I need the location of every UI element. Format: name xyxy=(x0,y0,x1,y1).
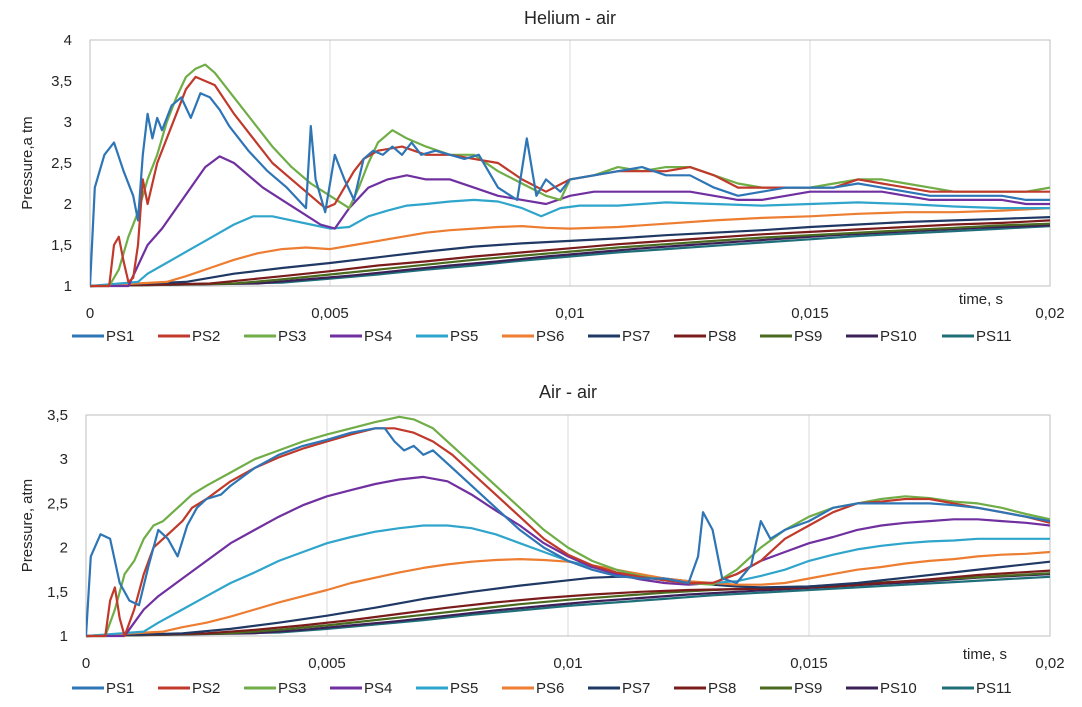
legend-label: PS7 xyxy=(622,680,650,697)
plot-frame xyxy=(89,39,1051,287)
legend-label: PS1 xyxy=(106,680,134,697)
x-tick-label: 0,015 xyxy=(790,655,828,672)
series-line-ps11 xyxy=(90,225,1050,288)
y-tick-label: 3,5 xyxy=(51,73,72,90)
legend-label: PS10 xyxy=(880,680,917,697)
legend-label: PS6 xyxy=(536,680,564,697)
y-tick-label: 3 xyxy=(60,451,68,468)
series-line-ps4 xyxy=(86,475,1050,638)
x-tick-label: 0,005 xyxy=(311,305,349,322)
legend-label: PS8 xyxy=(708,680,736,697)
legend-label: PS5 xyxy=(450,680,478,697)
y-tick-label: 1 xyxy=(60,628,68,645)
legend-label: PS9 xyxy=(794,680,822,697)
series-line-ps5 xyxy=(86,524,1050,638)
legend-label: PS4 xyxy=(364,328,392,345)
x-axis-label: time, s xyxy=(959,291,1003,308)
legend-label: PS8 xyxy=(708,328,736,345)
x-axis-label: time, s xyxy=(963,646,1007,663)
x-tick-label: 0 xyxy=(82,655,90,672)
y-tick-label: 3 xyxy=(64,114,72,131)
chart-panel-1: Helium - air 1 1,5 2 2,5 3 3,5 4 0 0,005 0,01 0,015… xyxy=(19,8,1065,345)
y-tick-label: 2,5 xyxy=(51,155,72,172)
x-tick-label: 0 xyxy=(86,305,94,322)
y-tick-label: 2 xyxy=(64,196,72,213)
legend-label: PS3 xyxy=(278,328,306,345)
legend-label: PS11 xyxy=(976,328,1012,345)
series-group xyxy=(86,415,1050,638)
y-tick-label: 2 xyxy=(60,540,68,557)
series-line-ps8 xyxy=(86,569,1050,638)
x-tick-label: 0,02 xyxy=(1035,305,1064,322)
legend-label: PS5 xyxy=(450,328,478,345)
legend-label: PS11 xyxy=(976,680,1012,697)
y-axis-label: Pressure,a tm xyxy=(19,116,36,209)
chart-title: Helium - air xyxy=(524,8,616,28)
series-line-ps1 xyxy=(86,427,1050,637)
legend-label: PS2 xyxy=(192,328,220,345)
series-line-ps6 xyxy=(90,207,1050,288)
legend-label: PS2 xyxy=(192,680,220,697)
chart-panel-2: Air - air 1 1,5 2 2,5 3 3,5 0 0,005 0,01 0,015 0,02… xyxy=(19,382,1065,697)
series-line-ps5 xyxy=(90,198,1050,288)
legend-label: PS4 xyxy=(364,680,392,697)
y-tick-label: 1,5 xyxy=(51,237,72,254)
series-line-ps7 xyxy=(90,216,1050,288)
legend-label: PS10 xyxy=(880,328,917,345)
y-tick-label: 4 xyxy=(64,32,72,49)
legend-label: PS6 xyxy=(536,328,564,345)
series-line-ps11 xyxy=(86,575,1050,638)
y-tick-label: 1,5 xyxy=(47,584,68,601)
y-tick-label: 1 xyxy=(64,278,72,295)
legend-label: PS9 xyxy=(794,328,822,345)
legend: PS1 PS2 PS3 PS4 PS5 PS6 PS7 PS8 PS9 PS10 PS11 xyxy=(72,328,1012,345)
series-line-ps1 xyxy=(90,92,1050,287)
legend-label: PS7 xyxy=(622,328,650,345)
x-tick-label: 0,02 xyxy=(1035,655,1064,672)
series-line-ps10 xyxy=(90,224,1050,288)
y-tick-label: 2,5 xyxy=(47,495,68,512)
chart-title: Air - air xyxy=(539,382,597,402)
y-tick-label: 3,5 xyxy=(47,407,68,424)
series-line-ps9 xyxy=(90,222,1050,288)
legend-label: PS3 xyxy=(278,680,306,697)
series-line-ps4 xyxy=(90,155,1050,288)
series-group xyxy=(90,63,1050,288)
y-axis-label: Pressure, atm xyxy=(19,479,36,572)
x-tick-label: 0,015 xyxy=(791,305,829,322)
x-tick-label: 0,01 xyxy=(553,655,582,672)
legend: PS1 PS2 PS3 PS4 PS5 PS6 PS7 PS8 PS9 PS10 PS11 xyxy=(72,680,1012,697)
series-line-ps8 xyxy=(90,219,1050,288)
x-tick-label: 0,01 xyxy=(555,305,584,322)
x-tick-label: 0,005 xyxy=(308,655,346,672)
legend-label: PS1 xyxy=(106,328,134,345)
